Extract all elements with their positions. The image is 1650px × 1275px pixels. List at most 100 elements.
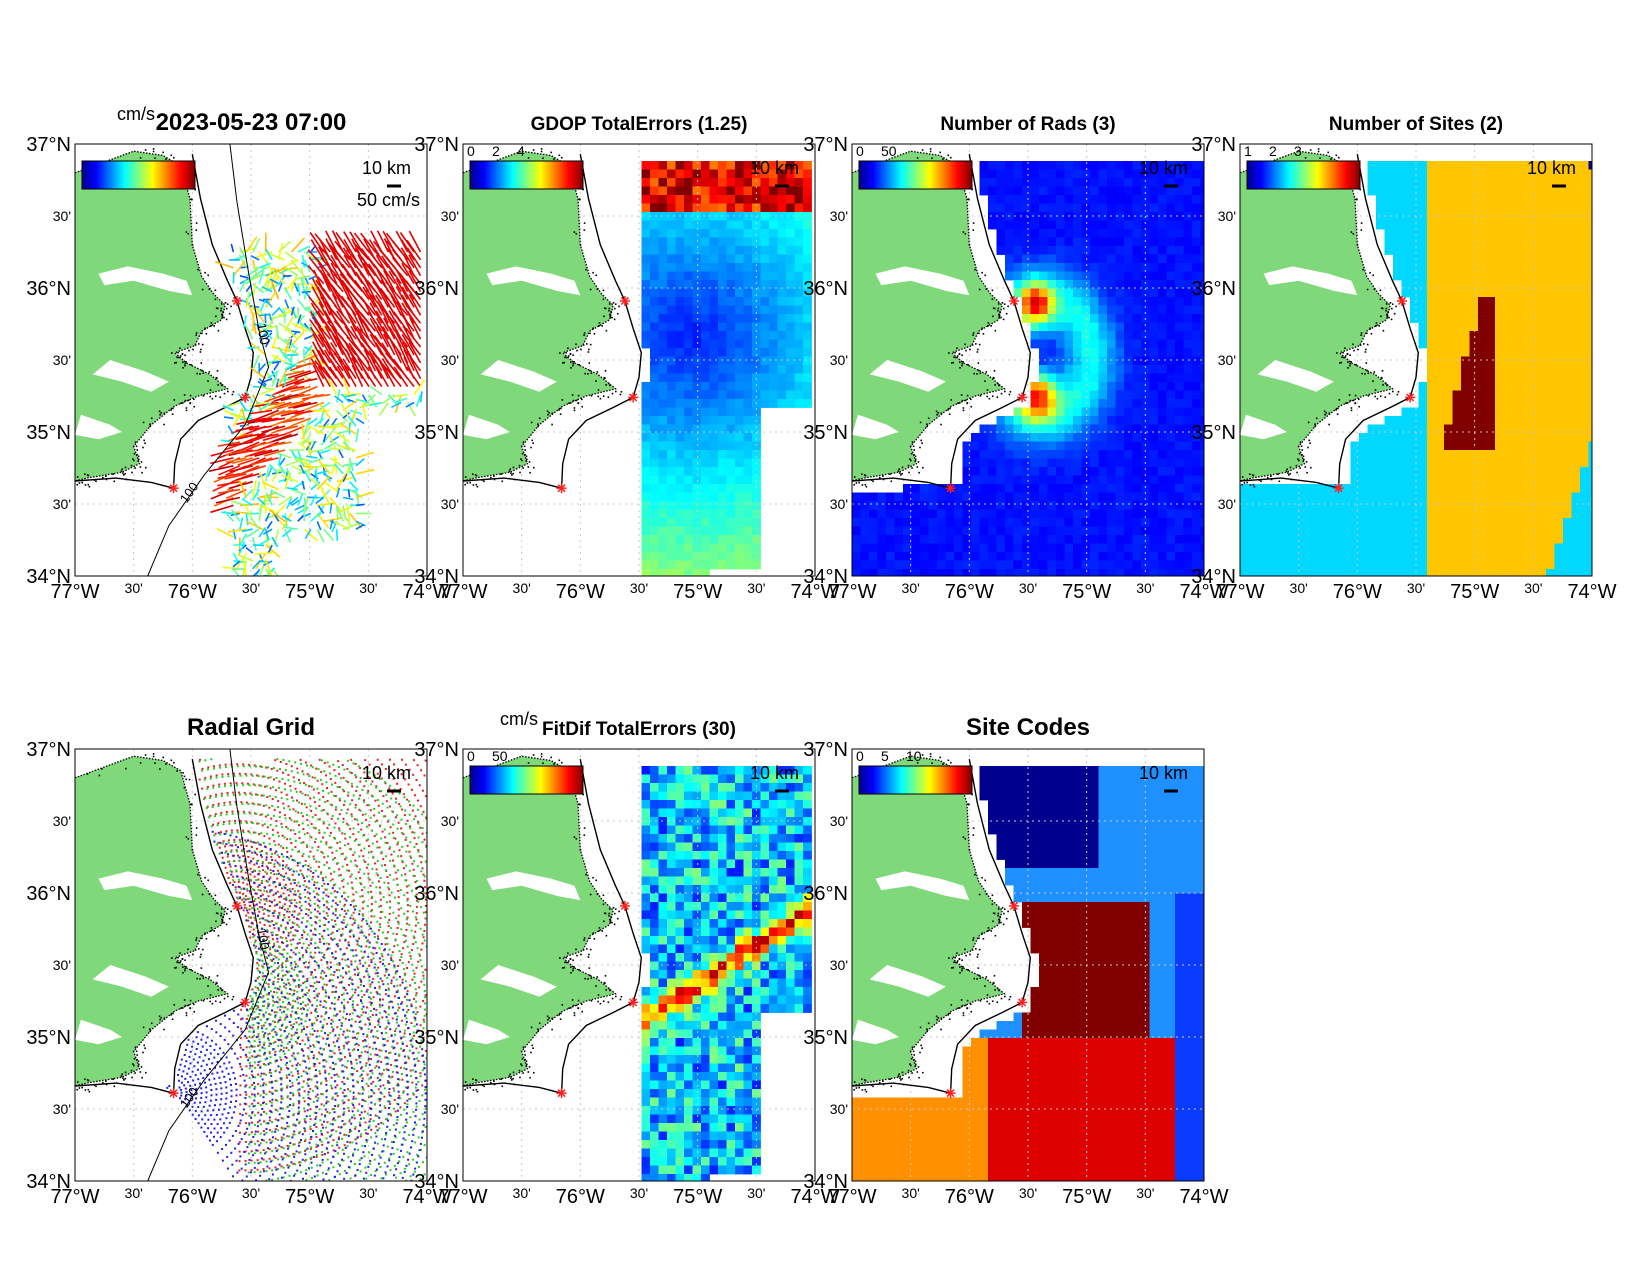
field-cell bbox=[1107, 373, 1116, 383]
field-cell bbox=[1090, 552, 1099, 561]
field-cell bbox=[1580, 186, 1589, 196]
field-cell bbox=[726, 297, 736, 306]
field-cell bbox=[743, 800, 753, 809]
coast-dot bbox=[195, 334, 197, 336]
field-cell bbox=[760, 382, 770, 391]
field-cell bbox=[1308, 484, 1317, 493]
field-cell bbox=[1435, 331, 1445, 340]
field-cell bbox=[658, 501, 668, 510]
field-cell bbox=[988, 475, 997, 485]
field-cell bbox=[1183, 365, 1193, 374]
field-cell bbox=[1580, 178, 1589, 187]
field-cell bbox=[1512, 237, 1521, 247]
field-cell bbox=[1257, 543, 1266, 553]
coast-dot bbox=[1308, 439, 1310, 442]
field-cell bbox=[709, 237, 719, 247]
field-cell bbox=[1554, 416, 1564, 425]
field-cell bbox=[641, 212, 651, 221]
field-cell bbox=[1115, 518, 1125, 527]
field-cell bbox=[1158, 560, 1167, 570]
field-cell bbox=[726, 509, 736, 519]
field-cell bbox=[1563, 467, 1572, 476]
field-cell bbox=[869, 518, 878, 527]
field-cell bbox=[1435, 237, 1445, 247]
coast-dot bbox=[570, 367, 572, 369]
field-cell bbox=[1580, 237, 1589, 247]
coast-dot bbox=[1387, 311, 1389, 313]
field-cell bbox=[658, 271, 668, 281]
field-cell bbox=[1503, 399, 1513, 408]
field-cell bbox=[1115, 356, 1125, 366]
field-cell bbox=[794, 399, 804, 408]
field-cell bbox=[692, 834, 702, 843]
field-cell bbox=[1141, 220, 1150, 230]
field-cell bbox=[1452, 271, 1462, 281]
field-cell bbox=[1495, 229, 1504, 238]
field-cell bbox=[1384, 501, 1394, 510]
field-cell bbox=[1469, 475, 1479, 485]
field-cell bbox=[1410, 314, 1419, 323]
field-cell bbox=[1200, 552, 1204, 561]
field-cell bbox=[979, 535, 989, 544]
coast-dot bbox=[76, 483, 78, 486]
field-cell bbox=[1158, 186, 1167, 196]
field-cell bbox=[1107, 271, 1116, 281]
field-cell bbox=[1452, 501, 1462, 510]
field-cell bbox=[1158, 450, 1167, 459]
field-cell bbox=[718, 535, 727, 544]
field-cell bbox=[701, 263, 710, 272]
field-cell bbox=[1588, 254, 1592, 264]
field-cell bbox=[641, 783, 651, 792]
coast-dot bbox=[956, 347, 958, 349]
field-cell bbox=[743, 526, 753, 536]
field-cell bbox=[979, 467, 989, 476]
field-cell bbox=[1166, 356, 1176, 366]
field-cell bbox=[752, 348, 761, 357]
field-cell bbox=[1427, 382, 1436, 391]
field-cell bbox=[1005, 458, 1014, 468]
field-cell bbox=[1090, 169, 1099, 179]
field-cell bbox=[1427, 220, 1436, 230]
field-cell bbox=[1047, 458, 1057, 468]
field-cell bbox=[1512, 450, 1521, 459]
coast-dot bbox=[215, 981, 218, 984]
field-cell bbox=[1132, 526, 1142, 536]
field-cell bbox=[760, 766, 770, 775]
field-cell bbox=[988, 450, 997, 459]
field-cell bbox=[1107, 560, 1116, 570]
field-cell bbox=[1098, 407, 1108, 417]
field-cell bbox=[1183, 501, 1193, 510]
field-cell bbox=[1299, 543, 1309, 553]
field-cell bbox=[1047, 390, 1057, 400]
field-cell bbox=[743, 331, 753, 340]
field-cell bbox=[718, 220, 727, 230]
lat-tick-label: 30' bbox=[830, 208, 848, 224]
field-cell bbox=[1503, 552, 1513, 561]
field-cell bbox=[1257, 484, 1266, 493]
field-cell bbox=[928, 501, 938, 510]
field-cell bbox=[1367, 169, 1377, 179]
field-cell bbox=[1107, 365, 1116, 374]
field-cell bbox=[1495, 195, 1504, 204]
field-cell bbox=[709, 186, 719, 196]
field-cell bbox=[1503, 492, 1513, 502]
pamlico-river bbox=[92, 360, 169, 392]
field-cell bbox=[1166, 458, 1176, 468]
field-cell bbox=[988, 543, 997, 553]
coast-dot bbox=[1380, 376, 1383, 379]
field-cell bbox=[1410, 484, 1419, 493]
field-cell bbox=[1022, 509, 1031, 519]
field-cell bbox=[860, 509, 870, 519]
coast-dot bbox=[530, 421, 533, 424]
coast-dot bbox=[1375, 322, 1378, 324]
coast-dot bbox=[960, 394, 963, 396]
field-cell bbox=[1166, 424, 1176, 434]
field-cell bbox=[1081, 297, 1091, 306]
coast-dot bbox=[173, 1004, 176, 1006]
field-cell bbox=[988, 509, 997, 519]
field-cell bbox=[1073, 560, 1082, 570]
field-cell bbox=[1064, 339, 1074, 349]
coast-dot bbox=[970, 398, 972, 401]
field-cell bbox=[1039, 161, 1048, 170]
field-cell bbox=[1132, 382, 1142, 391]
